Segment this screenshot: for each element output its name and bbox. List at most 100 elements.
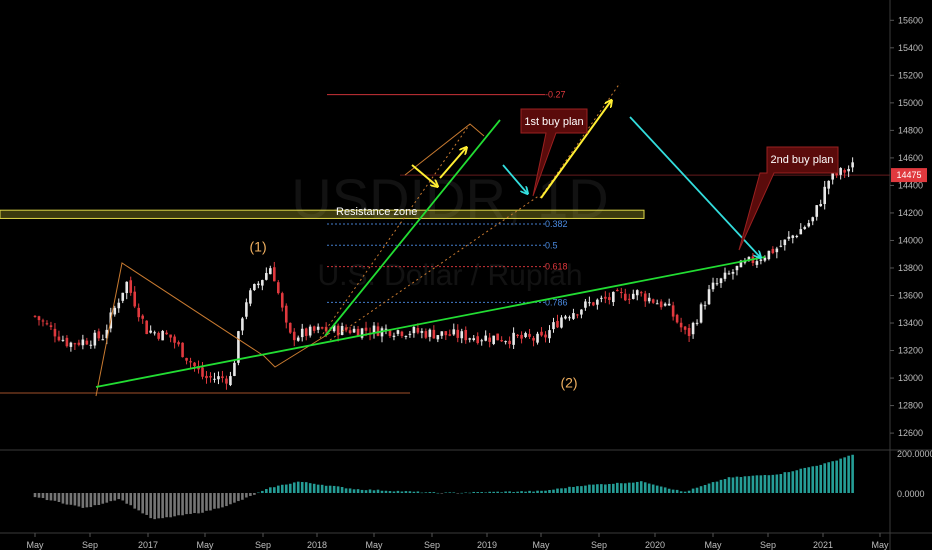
candle-body: [372, 325, 376, 333]
candle-body: [308, 326, 312, 336]
histogram-bar: [332, 485, 336, 493]
time-axis[interactable]: May Sep 2017 May Sep 2018 May Sep 2019 May Sep 2020…: [26, 533, 889, 550]
histogram-bar: [269, 487, 272, 493]
histogram-bar: [304, 482, 308, 493]
histogram-bar: [364, 490, 368, 493]
candle-body: [631, 293, 635, 299]
histogram-bar: [89, 493, 93, 508]
candle-body: [141, 315, 144, 319]
candle-body: [707, 289, 711, 305]
candle-body: [464, 329, 468, 341]
time-tick-label: May: [26, 540, 44, 550]
candle-body: [65, 337, 69, 347]
histogram-bar: [320, 484, 324, 493]
candle-body: [304, 328, 308, 336]
candle-body: [791, 235, 795, 238]
histogram-bar: [61, 493, 65, 504]
candle-body: [181, 342, 184, 358]
fib-level-label: 0.5: [545, 240, 558, 250]
histogram-bar: [169, 493, 172, 518]
histogram-bar: [524, 491, 527, 493]
histogram-bar: [249, 493, 252, 496]
candle-body: [524, 333, 527, 338]
histogram-bar: [791, 471, 795, 493]
histogram-bar: [444, 492, 448, 493]
candle-body: [265, 273, 268, 280]
candle-body: [261, 280, 264, 286]
candle-body: [101, 339, 105, 341]
candle-body: [488, 337, 491, 342]
candle-body: [619, 291, 623, 293]
histogram-bar: [679, 491, 683, 493]
histogram-bar: [41, 493, 45, 499]
candle-body: [643, 293, 647, 302]
resistance-zone-label: Resistance zone: [336, 206, 417, 218]
histogram-bar: [460, 492, 464, 494]
histogram-bar: [496, 491, 499, 493]
candle-body: [711, 282, 715, 290]
histogram-bar: [185, 493, 188, 515]
candle-body: [851, 162, 854, 168]
candle-body: [795, 235, 799, 237]
histogram-bar: [659, 486, 663, 493]
histogram-bar: [532, 491, 535, 493]
histogram-bar: [811, 466, 815, 493]
histogram-bar: [560, 488, 563, 493]
candle-body: [352, 328, 356, 333]
histogram-bar: [440, 493, 444, 494]
histogram-bar: [280, 484, 284, 493]
arrow-wave5-up: [540, 101, 611, 199]
price-axis[interactable]: 12600 12800 13000 13200 13400 13600 13800 14000…: [890, 15, 923, 438]
candle-body: [173, 336, 176, 343]
histogram-bar: [352, 489, 356, 493]
histogram-bar: [49, 493, 53, 501]
histogram-bar: [261, 490, 264, 493]
candle-body: [89, 344, 93, 346]
histogram-bar: [520, 491, 523, 493]
candle-body: [532, 337, 535, 341]
candle-body: [193, 362, 196, 367]
histogram-bar: [273, 487, 276, 493]
candle-body: [229, 376, 232, 386]
candle-body: [61, 339, 65, 341]
last-price-value: 14475: [896, 170, 921, 180]
callout-first-buy-plan: 1st buy plan: [520, 108, 588, 197]
histogram-bar: [552, 489, 555, 493]
histogram-bar: [69, 493, 73, 505]
candle-body: [296, 337, 300, 341]
candle-body: [592, 302, 595, 306]
candle-body: [241, 318, 244, 331]
histogram-bar: [707, 483, 711, 493]
price-tick-label: 15200: [898, 70, 923, 80]
histogram-bar: [340, 487, 344, 493]
time-tick-label: 2021: [813, 540, 833, 550]
histogram-bar: [787, 472, 791, 493]
histogram-bar: [639, 481, 643, 493]
candle-body: [185, 357, 188, 361]
histogram-bar: [356, 489, 360, 493]
histogram-bar: [245, 493, 248, 498]
candle-body: [257, 283, 260, 286]
histogram-bar: [827, 462, 830, 493]
histogram-bar: [452, 492, 456, 493]
candle-body: [544, 334, 547, 338]
candle-body: [675, 314, 679, 323]
histogram-bar: [392, 491, 396, 493]
histogram-bar: [448, 492, 452, 493]
histogram-bar: [627, 482, 631, 493]
drawings: [95, 82, 766, 397]
histogram-bar: [324, 485, 328, 493]
histogram-bar: [779, 474, 783, 493]
histogram-bar: [404, 491, 408, 493]
candle-body: [49, 325, 53, 327]
candle-body: [97, 331, 101, 339]
candle-body: [627, 298, 631, 300]
histogram-bar: [113, 493, 117, 501]
candle-body: [763, 257, 767, 261]
candle-body: [344, 327, 348, 331]
histogram-bar: [432, 492, 436, 493]
histogram-bar: [396, 490, 400, 493]
candle-body: [727, 273, 731, 275]
histogram-bar: [759, 475, 763, 493]
